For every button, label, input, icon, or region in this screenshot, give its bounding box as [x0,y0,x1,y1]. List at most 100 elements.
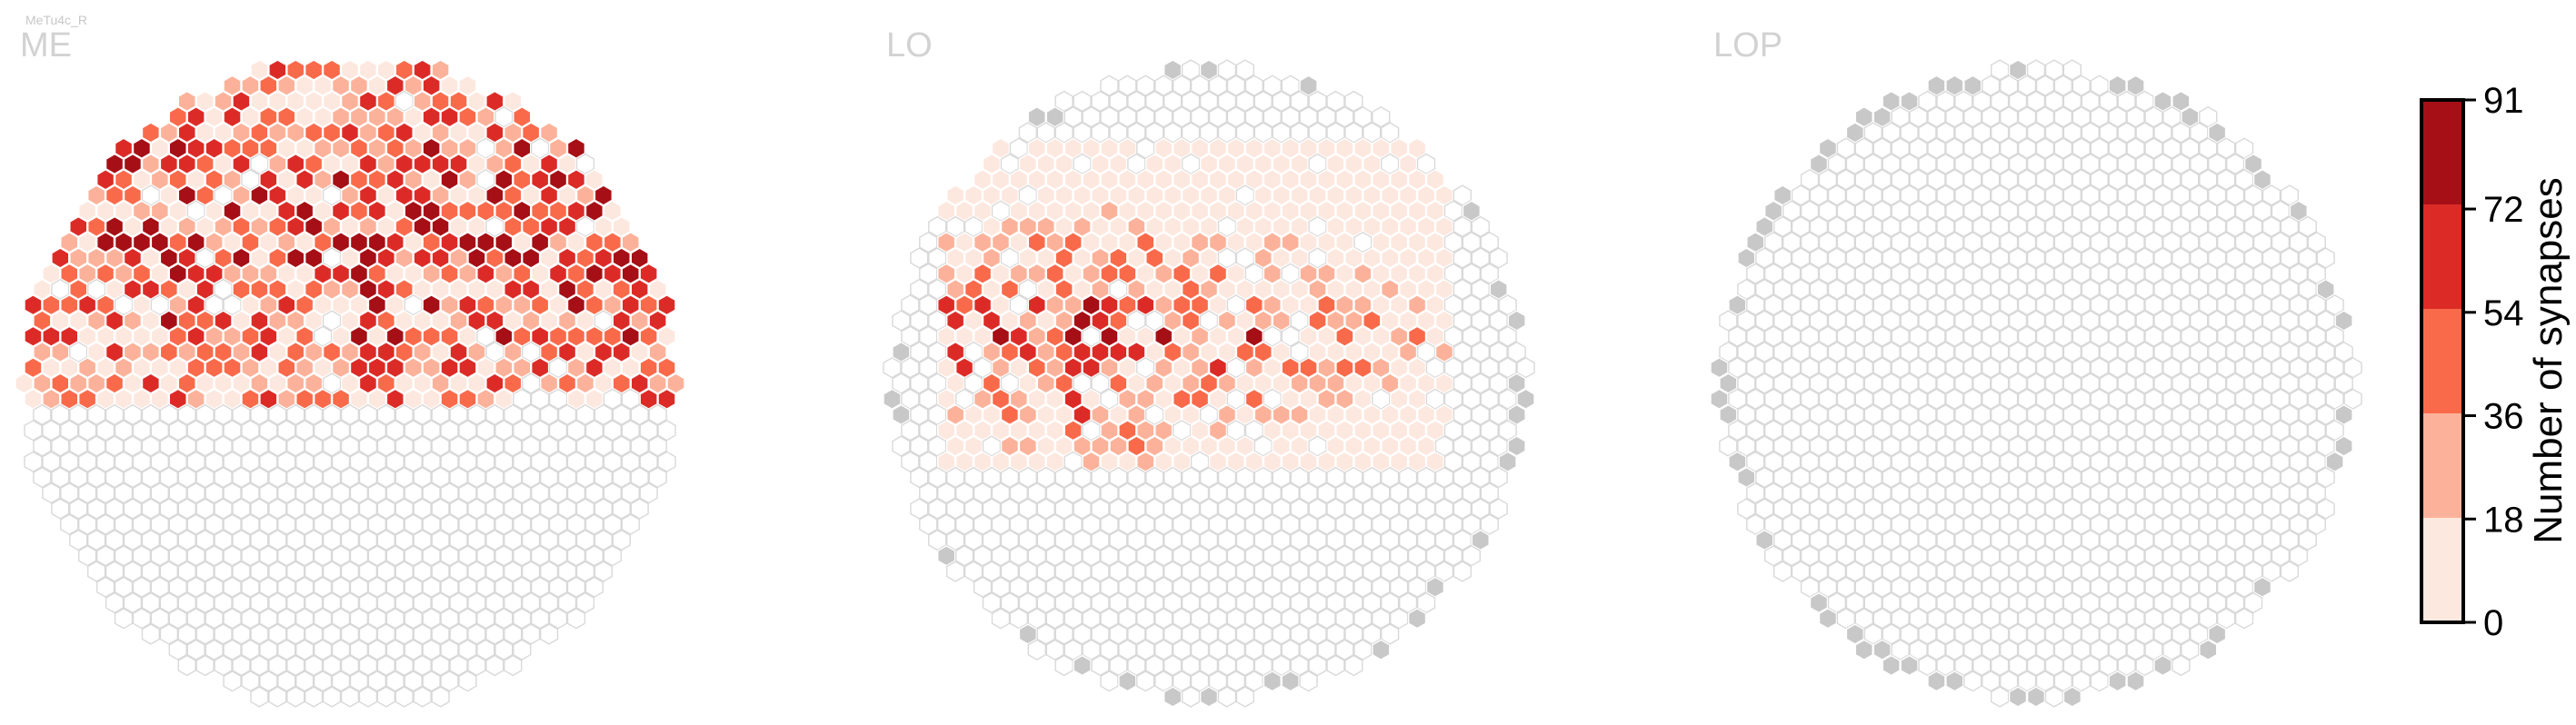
hex-column-empty [621,388,640,410]
hex-column-synapses [141,215,160,238]
hex-column-synapses [422,263,441,284]
hex-column-empty [241,420,260,442]
hex-column-empty [195,529,215,551]
hex-column-empty [440,576,459,598]
hex-column-synapses [205,231,224,253]
hex-column-empty [513,420,532,442]
hex-column-synapses [232,122,251,144]
hex-column-empty [223,545,242,567]
hex-column-empty [540,466,559,489]
hex-column-empty [314,545,333,567]
hex-column-synapses [449,122,468,144]
hex-column-synapses [575,247,595,269]
hex-column-empty [232,403,251,426]
hex-column-synapses [1136,168,1155,191]
hex-column-empty [286,591,305,614]
hex-column-empty [277,451,296,472]
hex-column-gray [1299,74,1318,97]
hex-column-synapses [513,263,532,284]
hex-column-empty [1217,686,1237,708]
hex-column-synapses [195,310,215,332]
hex-column-empty [322,561,342,582]
hex-column-synapses [223,231,242,253]
hex-column-empty [548,545,568,567]
hex-column-synapses [385,231,404,253]
hex-column-synapses [132,294,152,316]
hex-column-empty [413,403,432,426]
hex-column-synapses [413,59,432,81]
hex-column-empty [42,482,61,504]
hex-column-empty [612,466,631,489]
hex-column-synapses [96,231,115,253]
hex-column-empty [1091,122,1110,144]
hex-column-empty [314,639,333,660]
hex-column-empty [1027,639,1046,660]
hex-column-synapses [1154,200,1173,223]
hex-column-empty [494,105,514,128]
hex-column-synapses [964,184,983,206]
hex-column-gray [1281,670,1300,692]
hex-column-synapses [404,137,423,160]
colorbar-tick-label: 0 [2483,603,2503,643]
hex-column-synapses [1091,184,1110,206]
hex-column-empty [1145,122,1164,144]
hex-column-synapses [458,168,477,191]
hex-column-empty [322,184,342,206]
hex-column-synapses [404,200,423,223]
hex-column-empty [1109,122,1128,144]
hex-column-synapses [322,122,342,144]
hex-column-empty [440,608,459,630]
hex-column-empty [241,639,260,660]
hex-column-synapses [1281,137,1300,160]
hex-column-synapses [78,263,97,284]
hex-column-synapses [431,310,450,332]
hex-column-empty [531,513,550,535]
hex-column-gray [1199,686,1219,708]
hex-column-empty [557,529,577,551]
hex-column-empty [286,654,305,677]
hex-column-synapses [385,357,404,379]
hex-column-synapses [449,184,468,206]
hex-column-empty [340,561,360,582]
hex-column-empty [250,529,269,551]
hex-column-synapses [1226,137,1245,160]
hex-column-empty [394,529,414,551]
hex-column-empty [331,576,351,598]
hex-column-empty [223,670,242,692]
hex-column-empty [60,513,79,535]
hex-column-synapses [331,325,351,347]
hex-column-synapses [1109,153,1128,175]
hex-column-empty [132,608,152,630]
hex-column-empty [531,545,550,567]
hex-column-empty [1018,122,1037,144]
hex-column-synapses [349,168,369,191]
hex-column-empty [314,576,333,598]
hex-column-empty [449,529,468,551]
hex-column-empty [314,513,333,535]
hex-column-synapses [504,215,523,238]
hex-column-empty [305,498,324,520]
hex-column-synapses [385,388,404,410]
hex-column-synapses [1109,215,1128,238]
hex-column-empty [1199,90,1219,113]
hex-column-empty [594,529,613,551]
hex-column-synapses [973,168,993,191]
hex-column-synapses [159,184,178,206]
hex-column-synapses [367,74,386,97]
hex-column-synapses [422,294,441,316]
hex-column-synapses [1036,184,1055,206]
hex-column-empty [413,623,432,645]
hex-column-synapses [87,215,106,238]
hex-column-synapses [476,105,495,128]
hex-column-synapses [168,168,187,191]
hex-column-empty [132,451,152,472]
hex-column-synapses [268,153,287,175]
hex-column-synapses [394,59,414,81]
hex-column-synapses [1353,168,1373,191]
hex-column-empty [1009,137,1028,160]
hex-column-synapses [1036,215,1055,238]
hex-column-synapses [385,137,404,160]
hex-column-empty [531,576,550,598]
hex-column-synapses [295,105,315,128]
hex-column-empty [168,513,187,535]
